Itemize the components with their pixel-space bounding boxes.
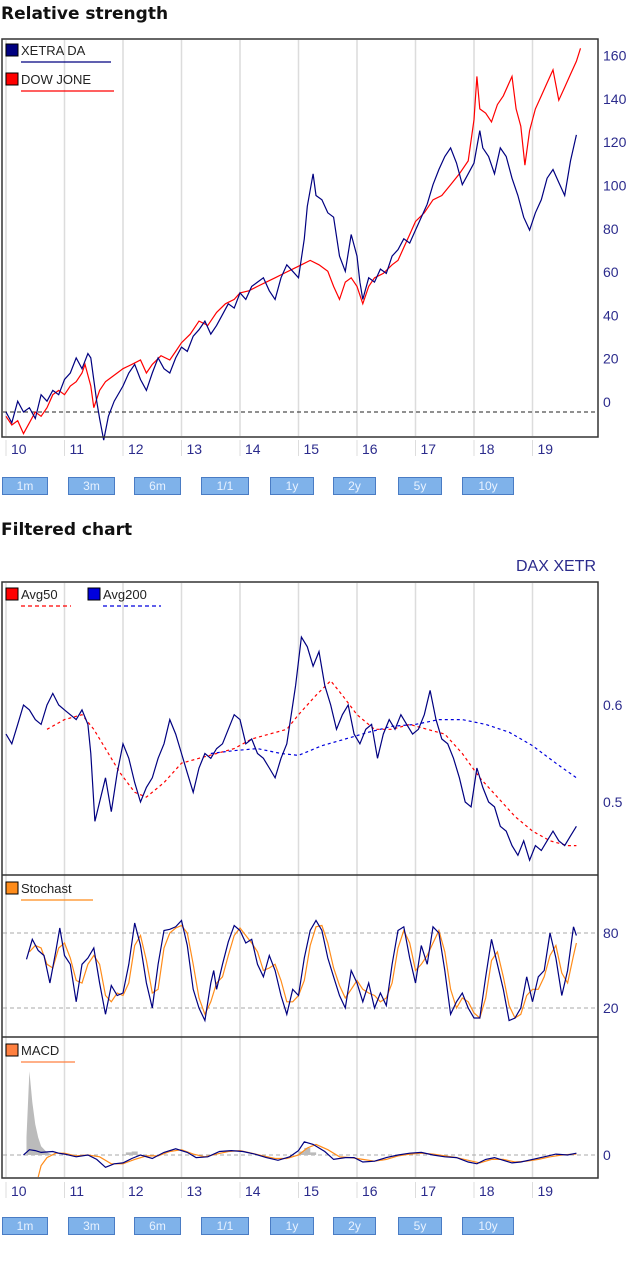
stoch-slow-line — [28, 924, 577, 1020]
plot-border — [1, 581, 599, 1179]
x-tick-label: 11 — [70, 441, 85, 457]
macd-line — [23, 1141, 577, 1168]
relative-strength-title: Relative strength — [1, 4, 169, 24]
range-button-10y[interactable]: 10y — [462, 1217, 514, 1235]
range-button-6m[interactable]: 6m — [134, 1217, 181, 1235]
y-tick-label: 100 — [603, 178, 627, 194]
series-line-xetra-da — [5, 130, 577, 441]
y-tick-label: 80 — [603, 925, 619, 941]
macd-histogram-bar — [131, 1151, 138, 1155]
instrument-label: DAX XETR — [515, 558, 596, 575]
x-tick-label: 19 — [538, 1183, 554, 1199]
x-tick-label: 12 — [128, 441, 144, 457]
range-button-5y[interactable]: 5y — [398, 1217, 442, 1235]
legend-label: MACD — [21, 1043, 59, 1058]
range-button-5y[interactable]: 5y — [398, 477, 442, 495]
filtered-chart-title: Filtered chart — [1, 520, 133, 540]
legend-swatch — [5, 587, 19, 601]
macd-histogram — [26, 1071, 53, 1155]
legend-swatch — [5, 1043, 19, 1057]
x-tick-label: 17 — [421, 1183, 437, 1199]
x-tick-label: 13 — [187, 441, 203, 457]
range-button-1-1[interactable]: 1/1 — [201, 1217, 249, 1235]
range-button-6m[interactable]: 6m — [134, 477, 181, 495]
range-button-3m[interactable]: 3m — [68, 1217, 115, 1235]
x-tick-label: 15 — [304, 441, 320, 457]
x-tick-label: 14 — [245, 1183, 261, 1199]
legend-swatch — [5, 72, 19, 86]
x-tick-label: 15 — [304, 1183, 320, 1199]
stoch-fast-line — [25, 919, 577, 1023]
plot-border — [1, 38, 599, 438]
range-button-2y[interactable]: 2y — [333, 477, 376, 495]
legend-label: Avg50 — [21, 587, 58, 602]
x-tick-label: 17 — [421, 441, 437, 457]
x-tick-label: 16 — [362, 441, 378, 457]
x-tick-label: 10 — [11, 1183, 27, 1199]
y-tick-label: 20 — [603, 1000, 619, 1016]
x-tick-label: 13 — [187, 1183, 203, 1199]
x-tick-label: 16 — [362, 1183, 378, 1199]
legend-swatch — [5, 881, 19, 895]
range-button-1y[interactable]: 1y — [270, 477, 314, 495]
y-tick-label: 20 — [603, 351, 619, 367]
x-tick-label: 18 — [479, 441, 495, 457]
y-tick-label: 40 — [603, 307, 619, 323]
x-tick-label: 11 — [70, 1183, 85, 1199]
legend-label: Avg200 — [103, 587, 147, 602]
y-tick-label: 140 — [603, 91, 627, 107]
relative-strength-chart: 160 140 120 100 80 60 40 20 0 10 11 12 13 14 15 16 17 18 1… — [1, 38, 627, 457]
legend-label: XETRA DA — [21, 43, 86, 58]
y-tick-label: 120 — [603, 134, 627, 150]
legend-label: Stochast — [21, 881, 72, 896]
series-line-dow-jone — [5, 48, 582, 435]
legend-swatch — [87, 587, 101, 601]
range-button-10y[interactable]: 10y — [462, 477, 514, 495]
x-tick-label: 14 — [245, 441, 261, 457]
y-tick-label: 160 — [603, 48, 627, 64]
range-button-3m[interactable]: 3m — [68, 477, 115, 495]
series-line-avg200 — [210, 718, 577, 779]
plot-area — [2, 582, 598, 1178]
macd-histogram-bar — [310, 1152, 317, 1155]
y-tick-label: 0.6 — [603, 697, 623, 713]
y-tick-label: 60 — [603, 264, 619, 280]
x-tick-label: 18 — [479, 1183, 495, 1199]
x-tick-label: 10 — [11, 441, 27, 457]
macd-histogram-bar — [125, 1152, 132, 1155]
range-button-1-1[interactable]: 1/1 — [201, 477, 249, 495]
range-button-1m[interactable]: 1m — [2, 477, 48, 495]
plot-area — [2, 39, 598, 437]
macd-histogram-bar — [304, 1147, 311, 1155]
series-line-price — [5, 635, 577, 863]
range-button-1m[interactable]: 1m — [2, 1217, 48, 1235]
legend-swatch — [5, 43, 19, 57]
range-button-2y[interactable]: 2y — [333, 1217, 376, 1235]
series-line-avg50 — [46, 679, 577, 847]
y-tick-label: 80 — [603, 221, 619, 237]
y-tick-label: 0.5 — [603, 794, 623, 810]
filtered-chart: 0.6 0.5 80 20 0 10 11 12 13 14 15 16 17 18 19 Avg50 Avg2… — [1, 581, 623, 1199]
y-tick-label: 0 — [603, 1147, 611, 1163]
x-tick-label: 19 — [538, 441, 554, 457]
x-tick-label: 12 — [128, 1183, 144, 1199]
y-tick-label: 0 — [603, 394, 611, 410]
legend-label: DOW JONE — [21, 72, 91, 87]
range-button-1y[interactable]: 1y — [270, 1217, 314, 1235]
